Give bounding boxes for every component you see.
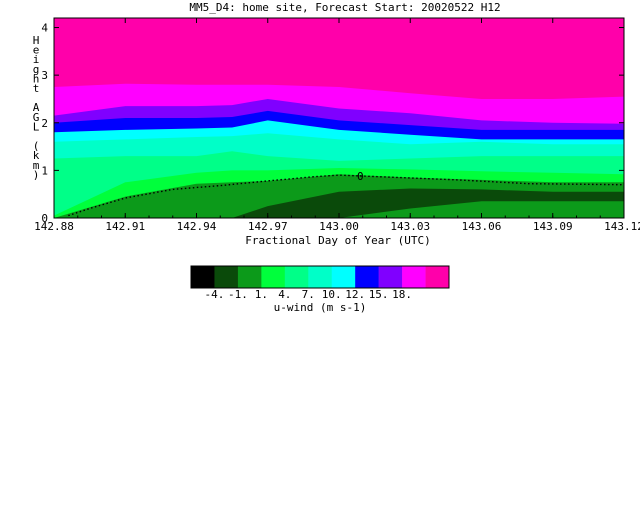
zero-contour bbox=[68, 174, 625, 217]
x-tick-label: 142.88 bbox=[34, 220, 74, 233]
y-tick-label: 4 bbox=[41, 22, 48, 35]
y-axis-label-char: ( bbox=[33, 140, 40, 153]
colorbar-swatch bbox=[191, 266, 215, 288]
colorbar-border bbox=[190, 265, 450, 289]
colorbar-swatch bbox=[331, 266, 356, 288]
y-tick-labels: 0 1 2 3 4 bbox=[41, 22, 48, 225]
y-axis-label-char: h bbox=[33, 72, 40, 85]
colorbar-tick-label: -1. bbox=[228, 288, 248, 301]
y-axis-label-char: ) bbox=[33, 168, 40, 181]
y-axis-label-char: m bbox=[33, 159, 40, 172]
zero-contour-line bbox=[68, 174, 625, 217]
colorbar-swatch bbox=[237, 266, 262, 288]
y-axis-label-char: H bbox=[33, 34, 40, 47]
colorbar-swatch bbox=[425, 266, 450, 288]
y-axis-label-char: L bbox=[33, 120, 40, 133]
y-tick-label: 3 bbox=[41, 69, 48, 82]
x-tick-label: 143.09 bbox=[533, 220, 573, 233]
x-tick-label: 142.97 bbox=[248, 220, 288, 233]
colorbar-tick-label: 10. bbox=[322, 288, 342, 301]
colorbar-swatch bbox=[378, 266, 403, 288]
colorbar-tick-labels: -4. -1. 1. 4. 7. 10. 12. 15. 18. bbox=[205, 288, 413, 301]
plot-area bbox=[54, 18, 624, 218]
colorbar-swatch bbox=[284, 266, 309, 288]
plot-frame bbox=[53, 17, 625, 219]
colorbar-swatch bbox=[214, 266, 239, 288]
x-tick-label: 143.06 bbox=[462, 220, 502, 233]
x-tick-label: 142.94 bbox=[177, 220, 217, 233]
colorbar-swatch bbox=[355, 266, 379, 288]
x-tick-label: 142.91 bbox=[105, 220, 145, 233]
x-tick-label: 143.00 bbox=[319, 220, 359, 233]
colorbar-label: u-wind (m s-1) bbox=[274, 301, 367, 314]
x-tick-label: 143.03 bbox=[390, 220, 430, 233]
y-axis-label-char: A bbox=[33, 101, 40, 114]
y-axis-label-char: e bbox=[33, 44, 40, 57]
y-tick-label: 0 bbox=[41, 212, 48, 225]
y-tick-label: 1 bbox=[41, 164, 48, 177]
colorbar bbox=[190, 265, 450, 289]
colorbar-swatch bbox=[261, 266, 286, 288]
colorbar-tick-label: -4. bbox=[205, 288, 225, 301]
y-axis-label-char: g bbox=[33, 63, 40, 76]
y-axis-label-char: G bbox=[33, 111, 40, 124]
y-axis-label-char: i bbox=[33, 53, 40, 66]
colorbar-tick-label: 12. bbox=[345, 288, 365, 301]
colorbar-tick-label: 15. bbox=[369, 288, 389, 301]
zero-contour-label: 0 bbox=[357, 170, 364, 183]
x-axis-label: Fractional Day of Year (UTC) bbox=[245, 234, 430, 247]
colorbar-tick-label: 4. bbox=[278, 288, 291, 301]
y-axis-label-char: t bbox=[33, 82, 40, 95]
chart-title: MM5_D4: home site, Forecast Start: 20020… bbox=[189, 1, 500, 14]
colorbar-swatch bbox=[308, 266, 333, 288]
colorbar-tick-label: 18. bbox=[392, 288, 412, 301]
colorbar-tick-label: 7. bbox=[302, 288, 315, 301]
contour-band bbox=[54, 18, 624, 64]
colorbar-tick-label: 1. bbox=[255, 288, 268, 301]
y-axis-label-char: k bbox=[33, 149, 40, 162]
x-tick-label: 143.12 bbox=[604, 220, 640, 233]
colorbar-swatch bbox=[402, 266, 426, 288]
y-tick-label: 2 bbox=[41, 117, 48, 130]
x-tick-labels: 142.88 142.91 142.94 142.97 143.00 143.03 143.… bbox=[34, 220, 640, 233]
